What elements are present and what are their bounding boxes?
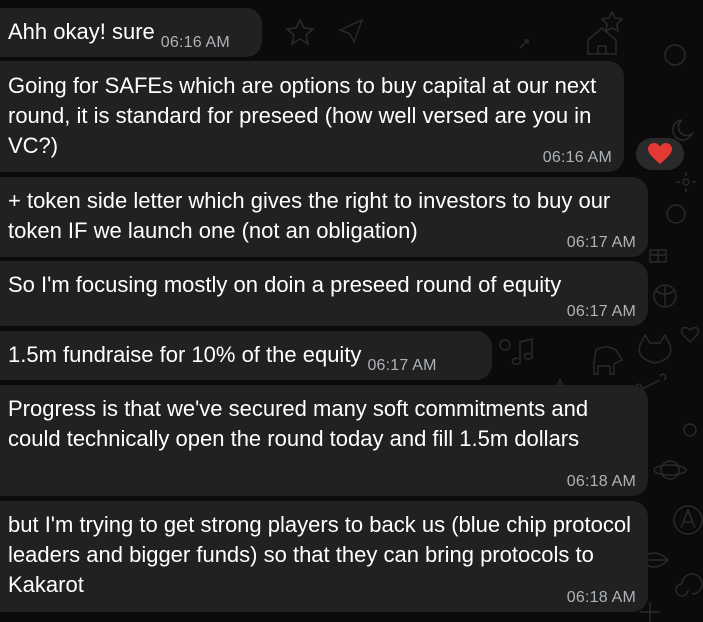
heart-icon (648, 143, 672, 164)
message-bubble[interactable]: but I'm trying to get strong players to … (0, 501, 648, 612)
message-text: 1.5m fundraise for 10% of the equity (8, 342, 362, 367)
message-text: Going for SAFEs which are options to buy… (8, 73, 597, 158)
message-timestamp: 06:17 AM (566, 234, 636, 251)
message-reaction[interactable] (636, 138, 684, 170)
message-timestamp: 06:18 AM (566, 589, 636, 606)
message-text: + token side letter which gives the righ… (8, 188, 611, 243)
message-timestamp: 06:16 AM (542, 149, 612, 166)
message-bubble[interactable]: + token side letter which gives the righ… (0, 177, 648, 257)
message-timestamp: 06:18 AM (566, 473, 636, 490)
message-timestamp: 06:17 AM (367, 357, 437, 374)
message-text: Ahh okay! sure (8, 19, 155, 44)
message-text: but I'm trying to get strong players to … (8, 512, 631, 597)
message-bubble[interactable]: Progress is that we've secured many soft… (0, 385, 648, 496)
message-text: So I'm focusing mostly on doin a preseed… (8, 272, 562, 297)
message-timestamp: 06:16 AM (160, 34, 230, 51)
message-bubble[interactable]: Going for SAFEs which are options to buy… (0, 61, 624, 172)
message-bubble[interactable]: 1.5m fundraise for 10% of the equity 06:1… (0, 331, 492, 380)
message-bubble[interactable]: Ahh okay! sure 06:16 AM (0, 8, 262, 57)
message-bubble[interactable]: So I'm focusing mostly on doin a preseed… (0, 261, 648, 326)
message-timestamp: 06:17 AM (566, 303, 636, 320)
message-text: Progress is that we've secured many soft… (8, 396, 589, 451)
